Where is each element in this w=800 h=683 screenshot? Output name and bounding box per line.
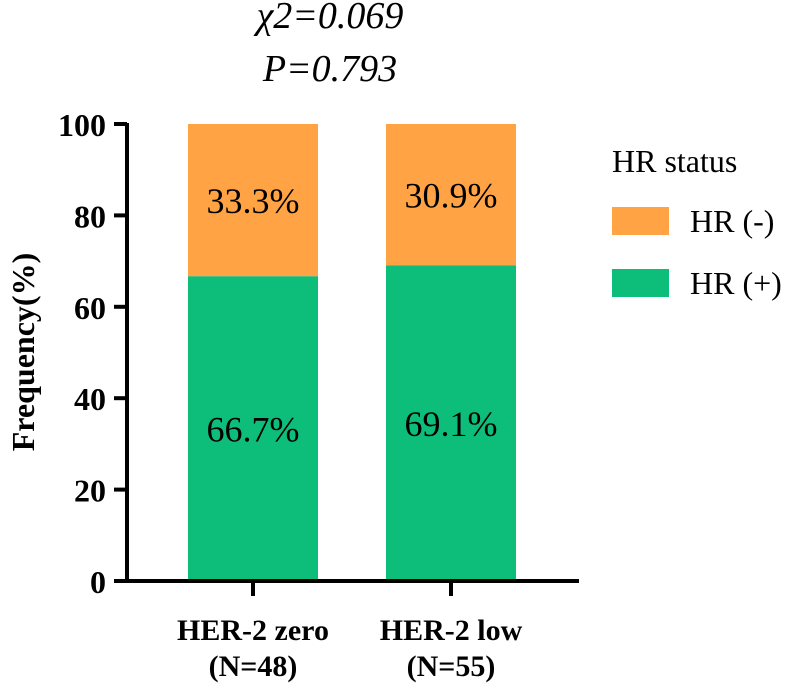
legend-label-hr-positive: HR (+) <box>690 265 782 301</box>
bar-data-label: 69.1% <box>405 404 498 444</box>
x-ticks-group: HER-2 zero(N=48) HER-2 low(N=55) <box>177 581 523 683</box>
bar-hr-positive-0 <box>188 276 318 581</box>
bar-hr-negative-0 <box>188 124 318 277</box>
x-tick-label: HER-2 low <box>380 614 523 647</box>
y-tick-label: 80 <box>74 198 106 234</box>
bar-data-label: 66.7% <box>207 410 300 450</box>
x-tick-sublabel: (N=55) <box>407 650 496 683</box>
legend-swatch-hr-negative <box>612 207 669 235</box>
bar-data-label: 33.3% <box>207 181 300 221</box>
bar-labels-group: 66.7% 33.3% 69.1% 30.9% <box>207 176 498 450</box>
bar-hr-positive-1 <box>386 265 516 581</box>
y-tick-label: 100 <box>58 107 106 143</box>
legend: HR (-) HR (+) <box>612 203 782 301</box>
y-axis-label: Frequency(%) <box>5 253 41 451</box>
y-tick-label: 40 <box>74 381 106 417</box>
y-tick-label: 20 <box>74 473 106 509</box>
bar-hr-negative-1 <box>386 124 516 266</box>
y-tick-label: 0 <box>90 564 106 600</box>
legend-label-hr-negative: HR (-) <box>690 203 774 239</box>
x-tick-label: HER-2 zero <box>177 614 329 647</box>
x-tick-sublabel: (N=48) <box>209 650 298 683</box>
bars-group <box>188 124 516 581</box>
y-ticks-group: 0 20 40 60 80 100 <box>58 107 127 600</box>
legend-swatch-hr-positive <box>612 269 669 297</box>
axes-group <box>125 123 579 583</box>
bar-data-label: 30.9% <box>405 176 498 216</box>
y-tick-label: 60 <box>74 290 106 326</box>
p-value-stat: P=0.793 <box>262 48 397 90</box>
legend-title: HR status <box>612 143 737 179</box>
chi-square-stat: χ2=0.069 <box>253 0 404 37</box>
